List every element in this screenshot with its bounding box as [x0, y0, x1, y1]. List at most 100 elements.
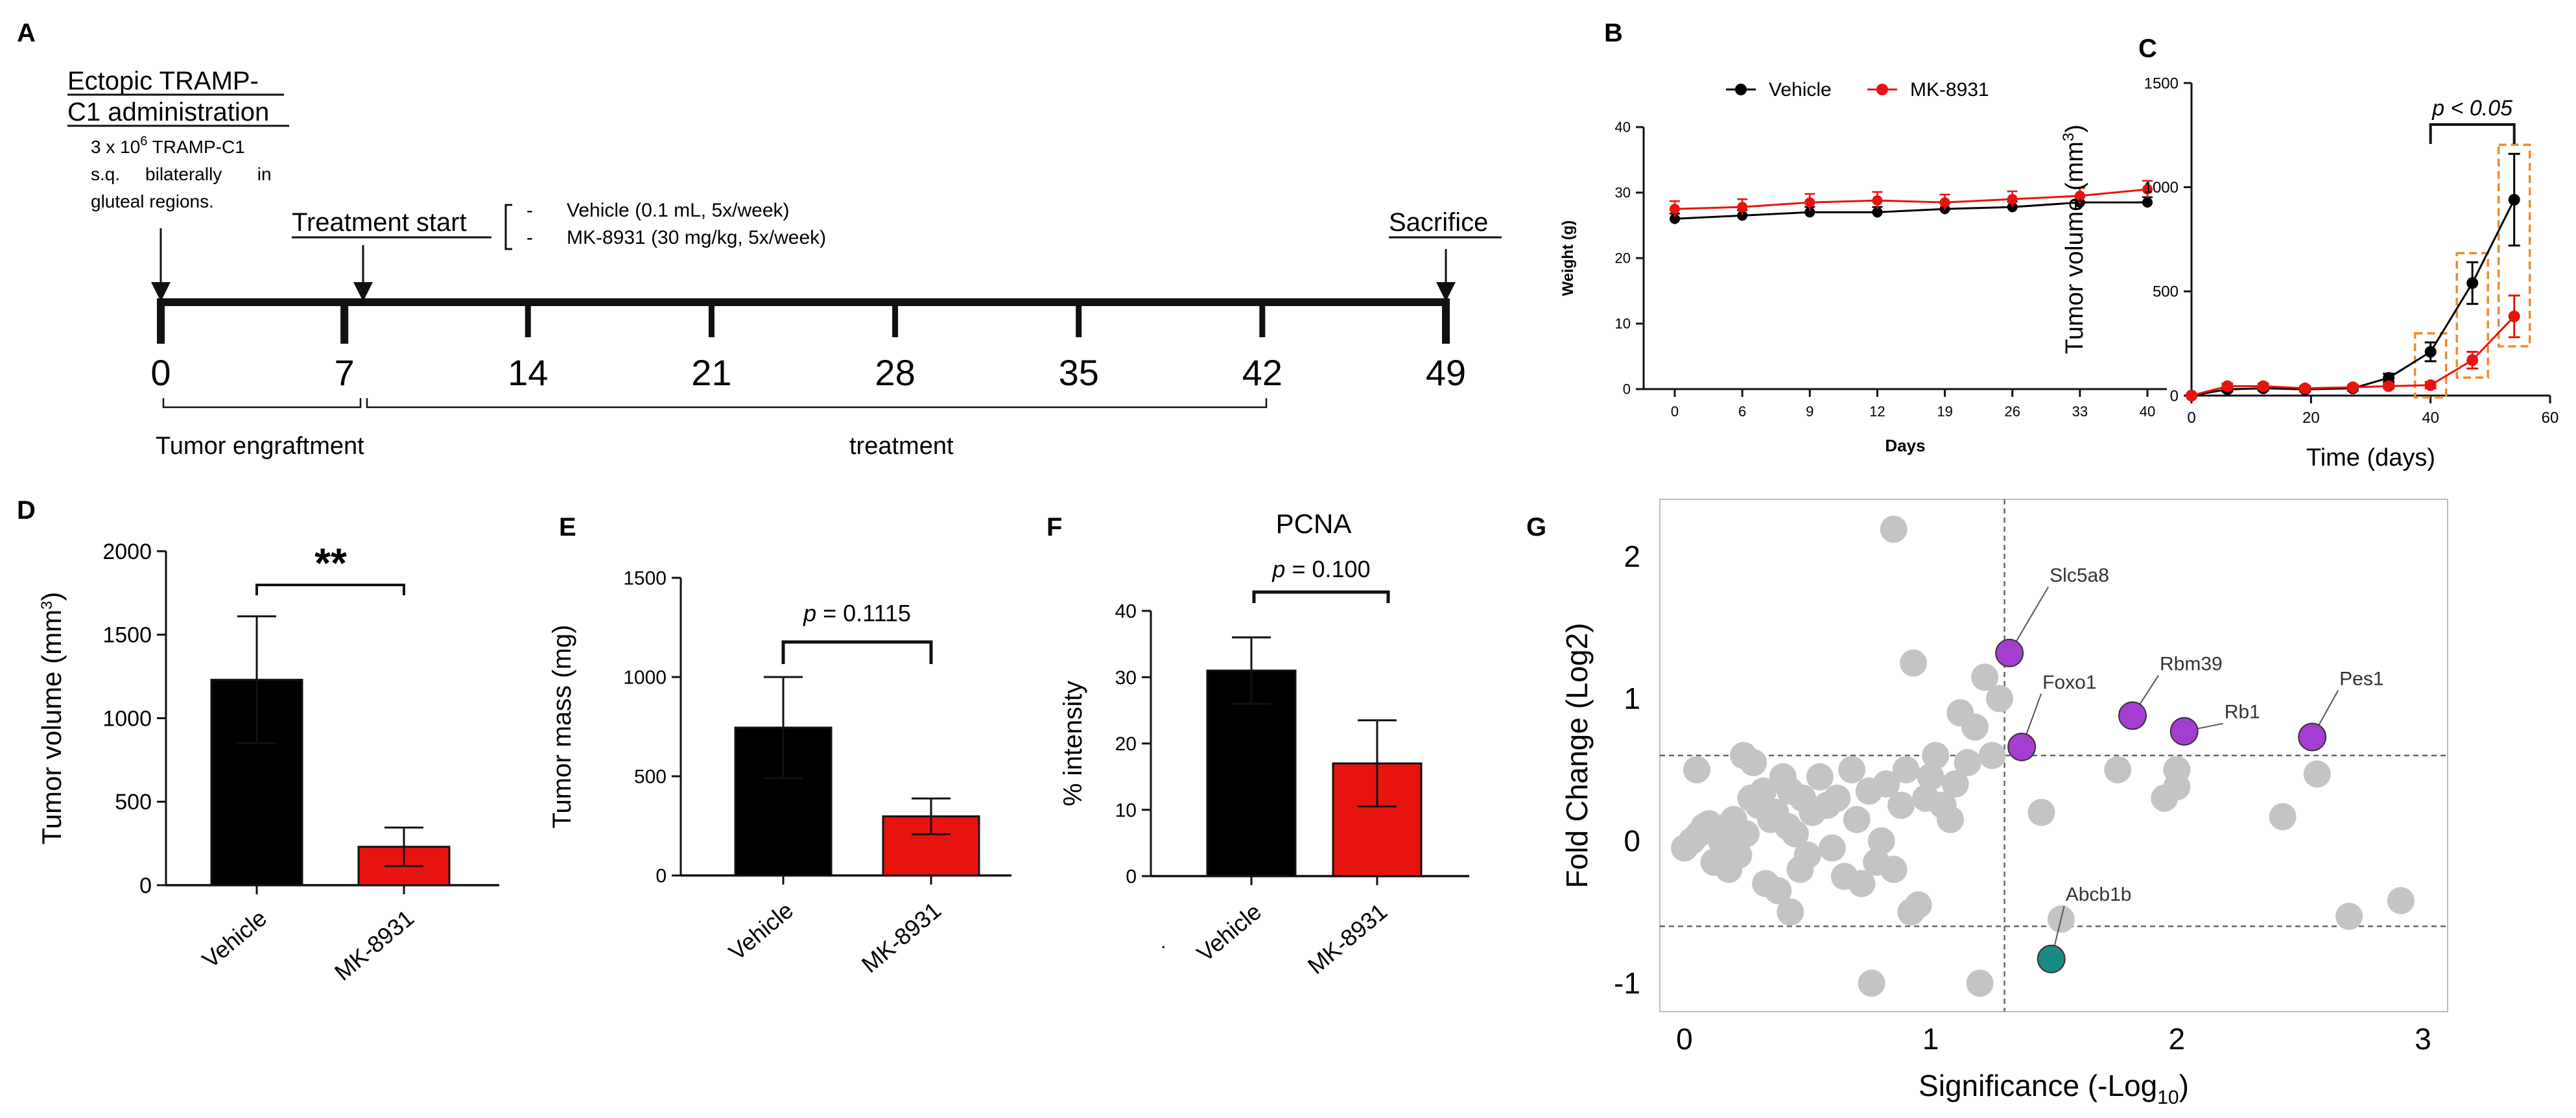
gene-point-pes1 [2298, 722, 2327, 752]
scatter-point [1777, 898, 1804, 926]
timeline-ticks: 0 7 14 21 28 35 42 49 [150, 298, 1466, 393]
scatter-point [1838, 755, 1866, 783]
x-tick-label: Vehicle [724, 897, 798, 966]
y-tick-label: 20 [1615, 250, 1631, 267]
scatter-point [2303, 760, 2331, 788]
y-axis-title: Tumor mass (mg) [548, 624, 576, 828]
regimen-dash-vehicle: - [526, 200, 533, 221]
data-point [1737, 202, 1748, 213]
series-line-vehicle [2191, 199, 2516, 397]
x-tick-label: 33 [2072, 403, 2088, 420]
data-point [2466, 354, 2479, 366]
series-line-vehicle [1674, 201, 2147, 220]
scatter-point [1777, 777, 1804, 805]
gene-label-abcb1b: Abcb1b [2066, 884, 2132, 905]
legend-marker [1876, 84, 1888, 95]
panel-letter-b: B [1604, 19, 1623, 47]
scatter-point [1730, 742, 1758, 769]
scatter-point [1806, 763, 1834, 791]
ectopic-desc-line3: gluteal regions. [91, 191, 214, 211]
x-tick-label: 20 [2302, 409, 2320, 427]
scatter-point [1818, 834, 1846, 862]
y-tick-label: 40 [1615, 119, 1631, 136]
x-tick-label: 60 [2542, 409, 2559, 427]
gene-point-rbm39 [2118, 701, 2147, 730]
data-point [2383, 372, 2395, 384]
significance-bracket [781, 640, 933, 664]
scatter-point [2104, 755, 2132, 783]
timeline-day-label: 14 [508, 352, 548, 393]
x-tick-label: Vehicle [1192, 898, 1266, 967]
scatter-point [1892, 755, 1920, 783]
ectopic-desc-line1: 3 x 106 TRAMP-C1 [91, 134, 245, 157]
y-tick-label: 30 [1615, 185, 1631, 201]
significance-bracket [2429, 123, 2516, 144]
highlight-box [2413, 332, 2448, 399]
ectopic-title-line1: Ectopic TRAMP- [67, 67, 259, 95]
scatter-point [1867, 827, 1895, 855]
scatter-point [1715, 855, 1743, 883]
data-point [2508, 310, 2520, 322]
y-tick-label: 2000 [102, 540, 152, 564]
scatter-point [2269, 803, 2297, 831]
data-point [1670, 204, 1680, 215]
scatter-point [1985, 685, 2013, 713]
y-tick-label: 1500 [2144, 75, 2179, 92]
scatter-point [1749, 777, 1777, 805]
gene-point-foxo1 [2007, 732, 2037, 761]
y-tick-label: 0 [1624, 824, 1640, 858]
y-tick-label: 1500 [102, 623, 152, 648]
scatter-point [1966, 969, 1994, 997]
y-axis-title: Weight (g) [1559, 220, 1577, 296]
regimen-bracket [504, 204, 512, 250]
timeline-day-label: 35 [1059, 352, 1099, 393]
x-tick-label: 2 [2169, 1022, 2186, 1056]
data-point [2424, 346, 2437, 358]
scatter-point [2335, 902, 2363, 930]
gene-point-abcb1b [2037, 944, 2066, 973]
y-tick-label: 40 [1115, 601, 1137, 623]
scatter-point [1978, 742, 2006, 769]
mk-regimen: MK-8931 (30 mg/kg, 5x/week) [567, 227, 826, 248]
scatter-point [1781, 820, 1809, 848]
scatter-point [1843, 805, 1871, 833]
sacrifice-label: Sacrifice [1389, 208, 1488, 237]
scatter-point [2027, 798, 2055, 826]
y-axis-title: % intensity [1059, 681, 1087, 806]
significance-label: p = 0.100 [1271, 556, 1370, 582]
scatter-point [1961, 713, 1989, 741]
series-line-mk-8931 [1674, 188, 2148, 210]
data-point [2346, 381, 2359, 394]
scatter-point [1880, 516, 1908, 543]
x-tick-label: 0 [2187, 409, 2195, 427]
panel-d-tumor-volume-chart: D 0 500 1000 1500 2000 Vehicle MK-8931 Tumor vo… [17, 496, 499, 986]
data-point [2142, 184, 2153, 195]
gene-label-rb1: Rb1 [2225, 702, 2260, 723]
x-tick-label: MK-8931 [857, 897, 946, 978]
panel-c-tumor-growth-chart: C 0 500 1000 1500 0 20 40 60 Time (days) Tumor vo… [2060, 34, 2558, 471]
significance-label: ** [314, 540, 347, 586]
stray-mark: . [1161, 931, 1166, 953]
engraftment-bracket [162, 398, 362, 409]
scatter-point [1823, 784, 1851, 812]
panel-e-tumor-mass-chart: E 0 500 1000 1500 Vehicle MK-8931 Tumor mass (… [548, 513, 1011, 978]
y-tick-label: 1500 [623, 568, 667, 589]
data-point [2221, 380, 2234, 392]
data-point [2424, 379, 2437, 391]
panel-a: A Ectopic TRAMP- C1 administration 3 x 1… [17, 19, 1502, 460]
scatter-point [1793, 841, 1821, 869]
scatter-point [1732, 820, 1760, 848]
y-axis-title: Tumor volume (mm3) [2060, 125, 2088, 354]
highlight-box [2455, 252, 2489, 379]
y-tick-label: 0 [2170, 387, 2179, 405]
y-tick-label: 0 [1623, 381, 1631, 398]
gene-label-foxo1: Foxo1 [2042, 672, 2096, 693]
gene-point-rb1 [2169, 717, 2199, 746]
x-tick-label: 3 [2415, 1022, 2431, 1056]
data-point [1670, 213, 1680, 224]
scatter-point [1917, 763, 1944, 791]
treatment-bracket [366, 398, 1268, 409]
data-point [2007, 194, 2018, 205]
data-point [2299, 382, 2311, 394]
